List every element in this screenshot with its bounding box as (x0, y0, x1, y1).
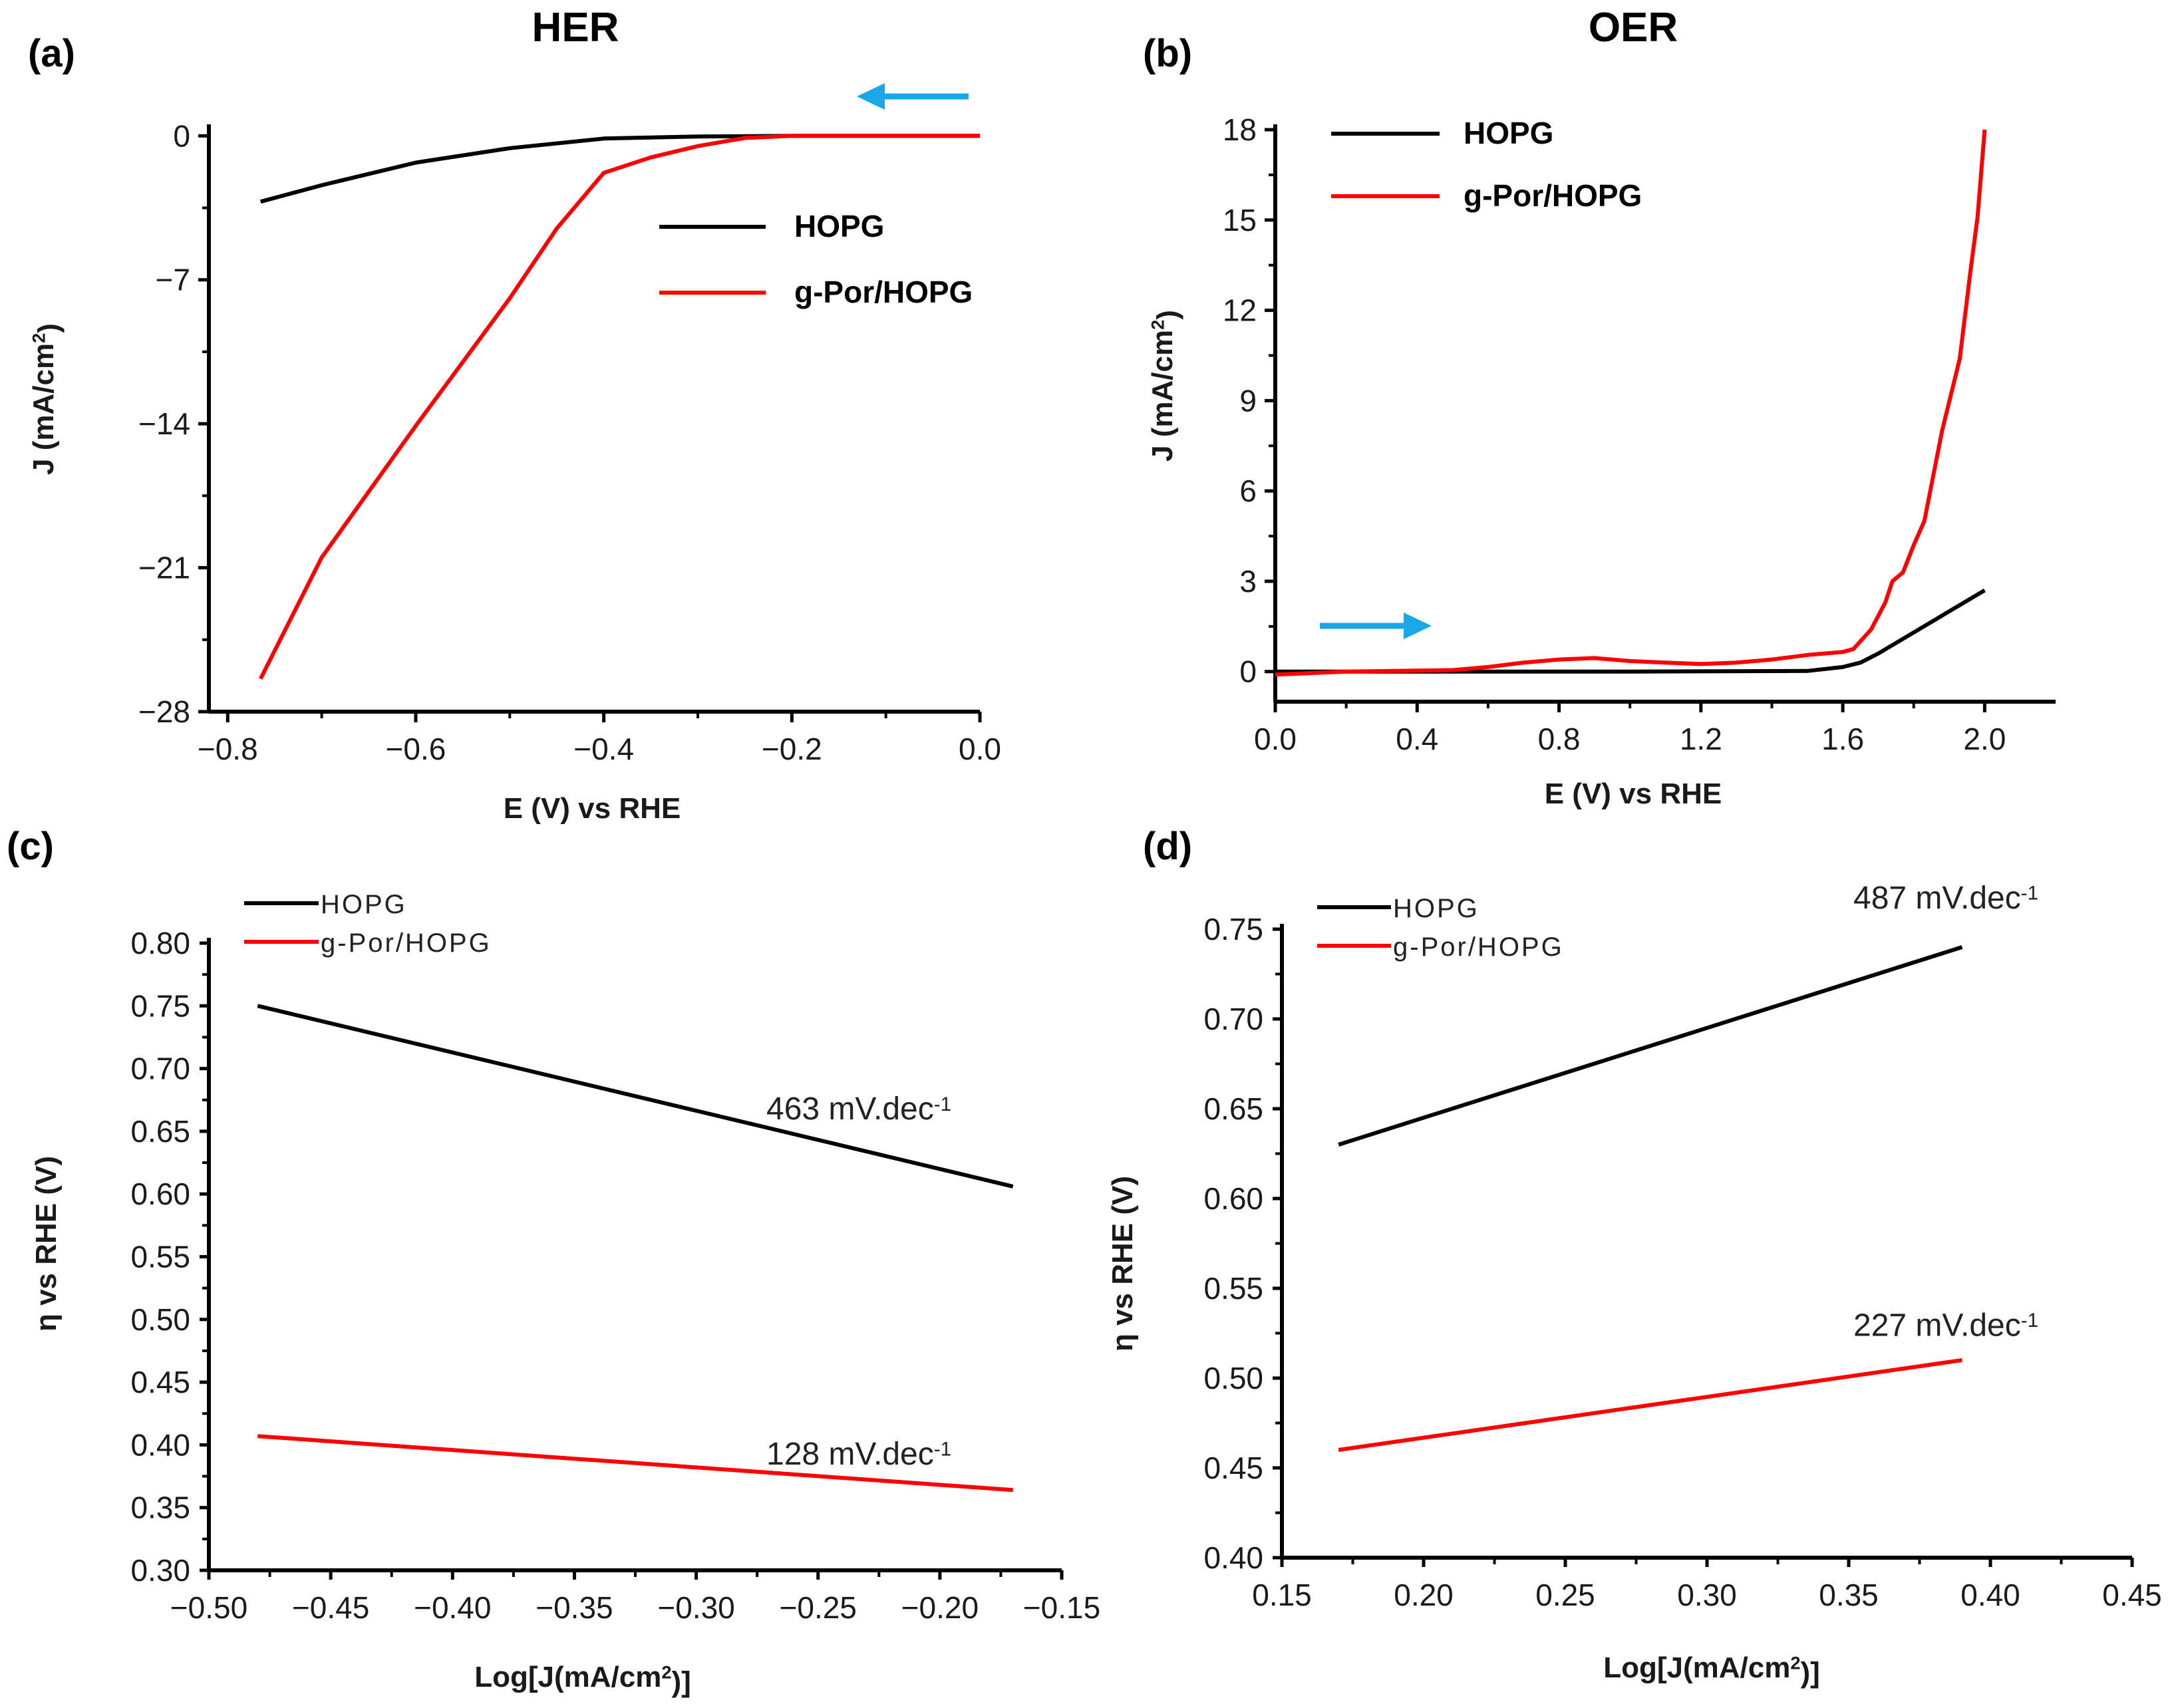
y-tick-label: 3 (1239, 564, 1257, 599)
x-tick-label: −0.20 (901, 1590, 979, 1625)
series-line-hopg (257, 1004, 1014, 1189)
x-tick-label: 0.35 (1819, 1578, 1879, 1612)
legend-label: HOPG (1393, 894, 1480, 923)
chart-panel-d: (d) 0.15 0.20 0.25 0.30 0.35 0.40 0.45 0.40 0.45 0… (1106, 825, 2162, 1689)
legend-label: g-Por/HOPG (794, 275, 973, 309)
y-tick-label: 0.30 (130, 1553, 190, 1588)
slope-annotation: 463 mV.dec-1 (766, 1091, 951, 1127)
slope-annotation: 487 mV.dec-1 (1853, 881, 2038, 916)
y-axis-label: η vs RHE (V) (30, 1156, 63, 1332)
x-tick-label: 0.20 (1394, 1578, 1454, 1612)
x-tick-label: −0.45 (292, 1590, 369, 1625)
x-tick-label: 1.2 (1680, 722, 1722, 756)
legend-label: HOPG (794, 209, 884, 243)
x-tick-label: 0.8 (1538, 722, 1581, 756)
y-tick-label: 0.65 (1203, 1091, 1263, 1126)
y-axis-label: J (mA/cm2) (1146, 310, 1184, 462)
y-tick-label: −21 (138, 551, 190, 585)
y-tick-label: 12 (1223, 293, 1257, 328)
arrow-head (857, 83, 885, 110)
y-tick-label: 0.75 (130, 988, 190, 1023)
x-tick-label: 2.0 (1963, 722, 2006, 756)
legend-label: g-Por/HOPG (1393, 932, 1564, 962)
y-tick-label: 0.45 (130, 1365, 190, 1399)
y-tick-label: 9 (1239, 383, 1257, 418)
y-tick-label: 0.70 (1203, 1002, 1263, 1036)
legend-label: HOPG (321, 890, 407, 919)
y-tick-label: 0.55 (1203, 1271, 1263, 1306)
series-line-g-por-hopg (1275, 129, 1987, 677)
y-tick-label: 0.45 (1203, 1451, 1263, 1485)
x-tick-label: −0.40 (414, 1590, 491, 1625)
y-tick-label: 0.60 (1203, 1181, 1263, 1216)
x-axis-label: Log[J(mA/cm2)] (474, 1661, 691, 1699)
y-tick-label: 0 (173, 118, 190, 153)
panel-label: (d) (1143, 825, 1192, 868)
series-line-g-por-hopg (1338, 1358, 1962, 1452)
x-tick-label: −0.4 (573, 732, 634, 766)
y-tick-label: 0.70 (130, 1052, 190, 1086)
x-tick-label: −0.8 (198, 732, 258, 766)
series-line-g-por-hopg (257, 1434, 1013, 1493)
x-tick-label: 0.30 (1677, 1578, 1737, 1612)
chart-title: HER (532, 5, 619, 51)
legend-label: g-Por/HOPG (321, 928, 492, 958)
x-tick-label: 0.4 (1396, 722, 1438, 756)
series-line-hopg (1338, 945, 1963, 1147)
chart-panel-b: (b) OER 0.0 0.4 0.8 1.2 1.6 2.0 0 3 6 9 12 15 18 E (V) … (1143, 5, 2056, 810)
x-tick-label: 0.0 (959, 732, 1001, 766)
x-tick-label: −0.2 (762, 732, 822, 766)
y-tick-label: 0.50 (1203, 1361, 1263, 1395)
y-tick-label: 18 (1223, 112, 1257, 147)
y-tick-label: 0.60 (130, 1177, 190, 1211)
x-tick-label: 0.45 (2102, 1578, 2162, 1612)
y-tick-label: 6 (1239, 474, 1257, 508)
y-tick-label: 0.55 (130, 1240, 190, 1274)
x-tick-label: −0.50 (170, 1590, 247, 1625)
x-tick-label: 0.0 (1254, 722, 1297, 756)
x-tick-label: −0.30 (657, 1590, 734, 1625)
y-axis-label: J (mA/cm2) (27, 323, 65, 475)
legend-label: g-Por/HOPG (1464, 178, 1642, 213)
x-axis-label: Log[J(mA/cm2)] (1603, 1651, 1820, 1689)
legend-label: HOPG (1464, 116, 1553, 150)
scan-direction-arrow-icon (1320, 613, 1432, 639)
y-tick-label: 0.35 (130, 1491, 190, 1525)
slope-annotation: 128 mV.dec-1 (766, 1437, 951, 1472)
y-axis-label: η vs RHE (V) (1106, 1176, 1139, 1352)
arrow-head (1404, 613, 1432, 639)
y-tick-label: −7 (156, 263, 190, 297)
scan-direction-arrow-icon (857, 83, 969, 110)
x-tick-label: 1.6 (1821, 722, 1864, 756)
x-axis-label: E (V) vs RHE (1545, 778, 1722, 810)
panel-label: (a) (28, 32, 75, 75)
y-tick-label: 0.80 (130, 926, 190, 960)
chart-panel-c: (c) −0.50 −0.45 −0.40 −0.35 −0.30 −0.25 −0.20 −0… (7, 825, 1100, 1699)
x-tick-label: −0.15 (1023, 1590, 1100, 1625)
chart-title: OER (1589, 5, 1678, 51)
y-tick-label: 0 (1239, 654, 1257, 689)
x-tick-label: 0.25 (1535, 1578, 1595, 1612)
x-tick-label: −0.6 (386, 732, 446, 766)
y-tick-label: −14 (138, 406, 190, 441)
panel-label: (c) (7, 825, 54, 868)
x-tick-label: 0.40 (1960, 1578, 2020, 1612)
x-tick-label: 0.15 (1252, 1578, 1312, 1612)
y-tick-label: 0.65 (130, 1114, 190, 1149)
y-tick-label: 0.50 (130, 1302, 190, 1337)
panel-label: (b) (1143, 32, 1192, 75)
x-tick-label: −0.25 (780, 1590, 857, 1625)
x-tick-label: −0.35 (536, 1590, 613, 1625)
series-line-hopg (1275, 588, 1986, 674)
x-axis-label: E (V) vs RHE (504, 792, 681, 825)
chart-panel-a: (a) HER −0.8 −0.6 −0.4 −0.2 0.0 0 −7 −14 −21 −28 E (… (27, 5, 1001, 825)
series-line-g-por-hopg (259, 134, 980, 680)
y-tick-label: 0.75 (1203, 912, 1263, 946)
y-tick-label: 0.40 (130, 1427, 190, 1462)
y-tick-label: 0.40 (1203, 1540, 1263, 1575)
y-tick-label: 15 (1223, 203, 1257, 237)
y-tick-label: −28 (138, 694, 190, 729)
slope-annotation: 227 mV.dec-1 (1853, 1308, 2038, 1344)
